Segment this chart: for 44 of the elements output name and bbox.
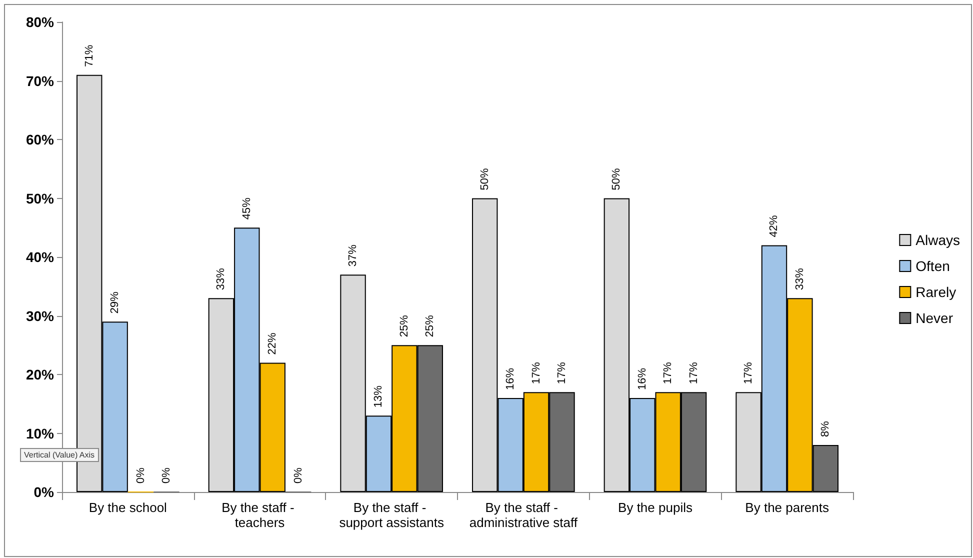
data-label: 17%: [742, 362, 755, 384]
data-label: 37%: [347, 244, 360, 267]
data-label: 50%: [478, 168, 491, 190]
y-tick-label: 0%: [34, 484, 55, 500]
data-label: 17%: [688, 362, 700, 384]
data-label: 16%: [504, 368, 517, 390]
data-label: 33%: [215, 268, 228, 290]
y-tick-label: 40%: [26, 249, 55, 265]
data-label: 45%: [240, 197, 253, 220]
y-tick-label: 10%: [26, 425, 55, 442]
x-tick-label: By the staff - administrative staff: [469, 500, 578, 530]
data-label: 0%: [134, 467, 147, 484]
data-label: 33%: [794, 268, 806, 290]
legend-label: Never: [916, 310, 954, 326]
legend-label: Always: [916, 232, 960, 248]
data-label: 25%: [398, 314, 410, 338]
x-tick-label: By the pupils: [618, 500, 693, 515]
data-label: 22%: [266, 332, 279, 355]
data-label: 25%: [424, 314, 436, 338]
x-tick-label: By the school: [88, 500, 168, 515]
data-label: 0%: [160, 467, 172, 484]
legend-label: Rarely: [916, 284, 956, 300]
data-label: 17%: [530, 362, 542, 384]
x-tick-label: By the staff - support assistants: [339, 500, 444, 530]
annotation: Vertical (Value) Axis: [24, 450, 95, 460]
data-label: 0%: [292, 467, 304, 484]
data-label: 13%: [372, 385, 385, 408]
y-tick-label: 20%: [26, 366, 55, 382]
y-tick-label: 70%: [26, 72, 55, 89]
data-label: 42%: [768, 215, 780, 238]
x-tick-label: By the parents: [745, 500, 830, 515]
data-label: 71%: [83, 44, 96, 67]
legend-label: Often: [916, 258, 950, 274]
data-label: 29%: [109, 291, 122, 314]
y-tick-label: 50%: [26, 190, 55, 206]
data-label: 17%: [662, 362, 674, 384]
y-tick-label: 30%: [26, 308, 55, 324]
data-label: 16%: [636, 368, 648, 390]
y-tick-label: 60%: [26, 132, 55, 148]
x-tick-label: By the staff - teachers: [222, 500, 298, 530]
y-tick-label: 80%: [26, 14, 55, 30]
data-label: 8%: [820, 420, 832, 437]
data-label: 50%: [610, 168, 623, 190]
data-label: 17%: [556, 362, 568, 384]
